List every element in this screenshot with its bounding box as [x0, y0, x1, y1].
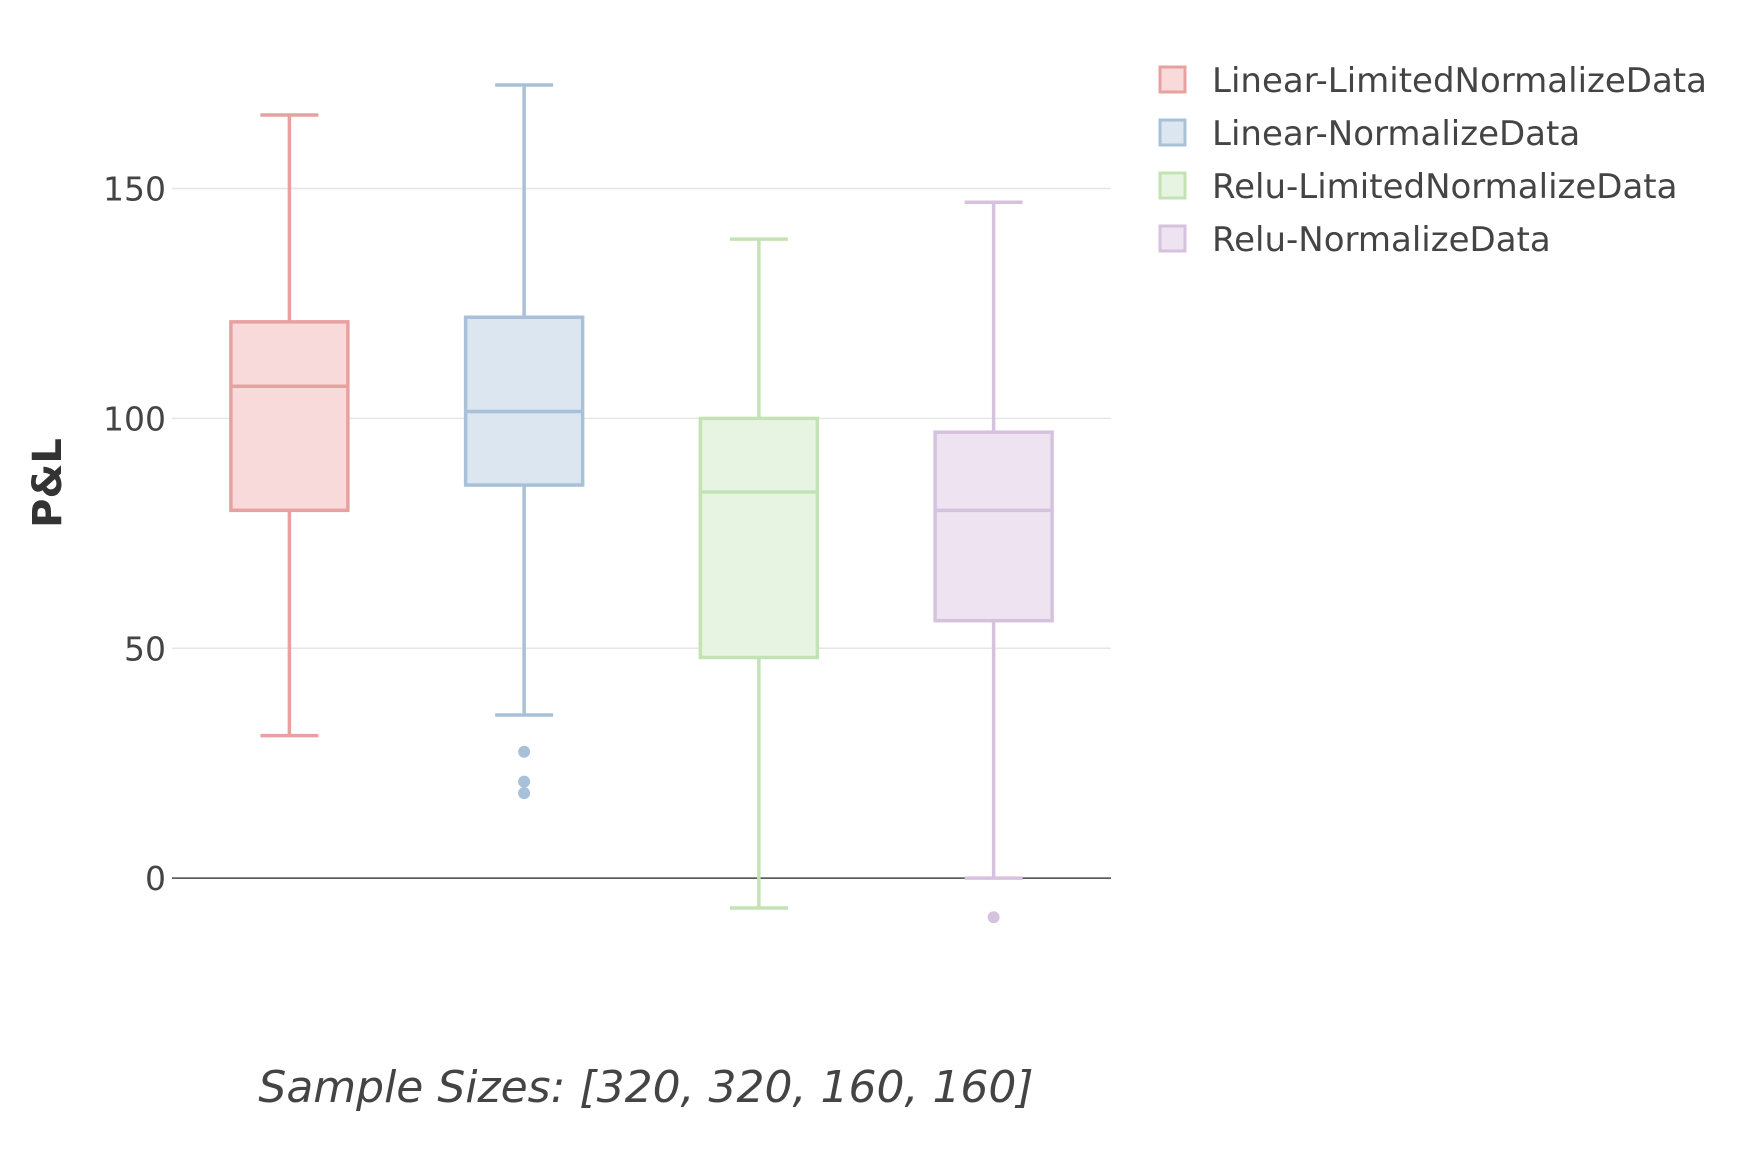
legend-item-3[interactable]: Relu-LimitedNormalizeData [1158, 167, 1677, 207]
legend-item-1[interactable]: Linear-LimitedNormalizeData [1158, 61, 1707, 101]
y-tick-label: 50 [124, 629, 166, 668]
outlier-point [518, 775, 531, 788]
y-axis-title: P&L [25, 438, 71, 528]
outlier-point [518, 745, 531, 758]
boxes [229, 83, 1054, 924]
legend-item-4[interactable]: Relu-NormalizeData [1158, 220, 1551, 260]
box-series-3[interactable] [698, 237, 820, 910]
legend-label: Linear-LimitedNormalizeData [1212, 61, 1707, 101]
iqr-box [933, 430, 1054, 623]
legend-label: Relu-NormalizeData [1212, 220, 1551, 260]
y-tick-label: 150 [103, 170, 166, 209]
box-series-1[interactable] [229, 113, 350, 738]
outlier-point [518, 787, 531, 800]
iqr-box [463, 315, 585, 487]
legend-swatch [1158, 65, 1187, 94]
legend-item-2[interactable]: Linear-NormalizeData [1158, 114, 1580, 154]
legend-swatch [1158, 171, 1187, 200]
legend-label: Linear-NormalizeData [1212, 114, 1580, 154]
legend-swatch [1158, 224, 1187, 253]
box-series-4[interactable] [933, 200, 1054, 924]
y-axis: 0 50 100 150 [103, 170, 166, 899]
y-tick-label: 100 [103, 399, 166, 438]
iqr-box [698, 416, 820, 660]
y-tick-label: 0 [145, 859, 166, 898]
legend-swatch [1158, 118, 1187, 147]
x-axis-title: Sample Sizes: [320, 320, 160, 160] [258, 1062, 1033, 1113]
outlier-point [987, 911, 1000, 924]
iqr-box [229, 320, 350, 513]
box-series-2[interactable] [463, 83, 585, 800]
legend-label: Relu-LimitedNormalizeData [1212, 167, 1677, 207]
legend[interactable]: Linear-LimitedNormalizeData Linear-Normal… [1158, 61, 1707, 260]
